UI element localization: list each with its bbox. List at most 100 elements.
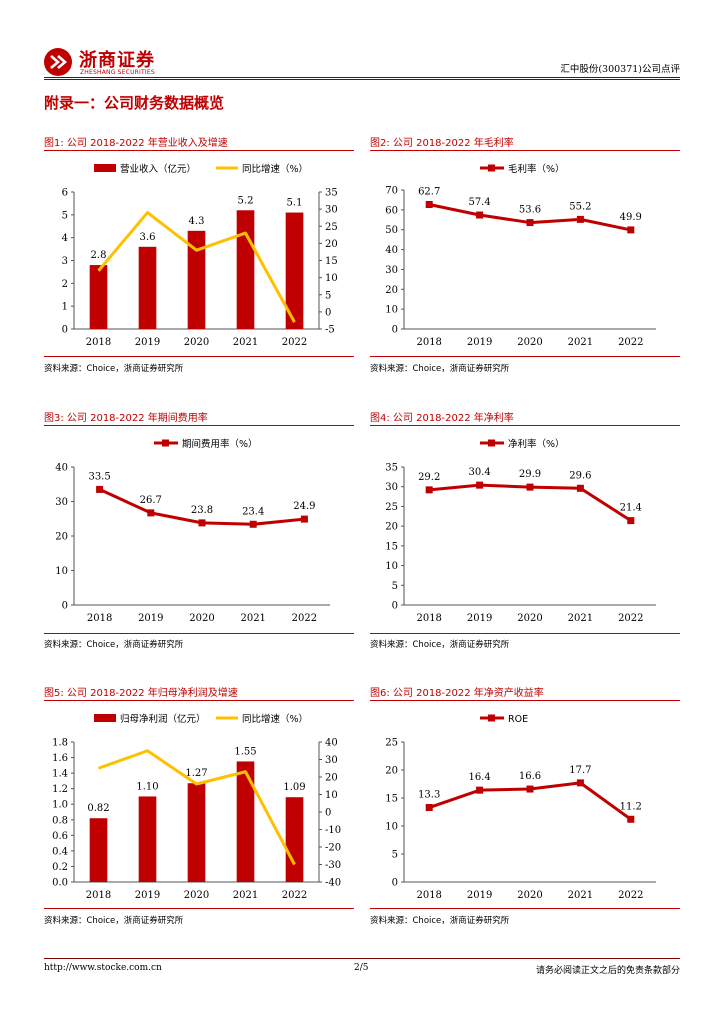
- y2-tick-label: 30: [325, 755, 338, 766]
- legend-swatch-marker: [162, 439, 169, 447]
- data-label: 23.8: [191, 505, 213, 516]
- x-tick-label: 2020: [184, 890, 209, 901]
- bar: [89, 265, 108, 329]
- x-tick-label: 2022: [282, 337, 307, 348]
- figure-4-title: 图4: 公司 2018-2022 年净利率: [370, 413, 514, 424]
- data-label: 17.7: [569, 765, 591, 776]
- y-tick-label: 1.0: [52, 800, 68, 811]
- x-tick-label: 2022: [618, 890, 643, 901]
- y-tick-label: 30: [385, 265, 398, 276]
- figure-1-rule: [44, 150, 354, 151]
- data-label: 13.3: [418, 790, 440, 801]
- data-label: 2.8: [91, 250, 107, 261]
- figure-4-rule: [370, 425, 680, 426]
- y-tick-label: 35: [385, 463, 398, 474]
- x-tick-label: 2021: [233, 890, 258, 901]
- figure-5-rule: [44, 700, 354, 701]
- marker: [249, 520, 257, 528]
- figure-5-source-rule: [44, 908, 354, 909]
- data-label: 0.82: [87, 803, 109, 814]
- y-tick-label: 0: [62, 601, 68, 612]
- y2-tick-label: 15: [325, 256, 338, 267]
- legend-label: 净利率（%）: [508, 438, 565, 450]
- x-tick-label: 2020: [517, 890, 542, 901]
- figure-2-rule: [370, 150, 680, 151]
- data-label: 29.2: [418, 472, 440, 483]
- figure-3-source-rule: [44, 633, 354, 634]
- legend-label: ROE: [508, 714, 528, 725]
- bar: [138, 246, 157, 329]
- y-tick-label: 0: [392, 601, 398, 612]
- figure-6-source: 资料来源：Choice，浙商证券研究所: [370, 916, 510, 926]
- x-tick-label: 2019: [135, 890, 160, 901]
- x-tick-label: 2022: [618, 337, 643, 348]
- y2-tick-label: -5: [325, 325, 335, 336]
- x-tick-label: 2022: [618, 613, 643, 624]
- data-label: 4.3: [189, 216, 205, 227]
- figure-6-rule: [370, 700, 680, 701]
- marker: [476, 786, 484, 794]
- y-tick-label: 1.4: [52, 769, 68, 780]
- bar: [89, 818, 108, 882]
- y-tick-label: 25: [385, 502, 398, 513]
- x-tick-label: 2021: [240, 613, 265, 624]
- marker: [627, 517, 635, 525]
- footer-url[interactable]: http://www.stocke.com.cn: [44, 963, 162, 973]
- section-title: 附录一：公司财务数据概览: [44, 94, 225, 112]
- data-label: 1.10: [136, 781, 158, 792]
- x-tick-label: 2018: [416, 613, 441, 624]
- data-label: 21.4: [620, 503, 642, 514]
- data-label: 57.4: [468, 197, 490, 208]
- marker: [526, 483, 534, 491]
- legend-swatch-bar: [94, 714, 116, 722]
- header-report-title: 汇中股份(300371)公司点评: [560, 64, 680, 75]
- marker: [526, 219, 534, 227]
- legend-label: 期间费用率（%）: [182, 438, 258, 450]
- x-tick-label: 2020: [517, 613, 542, 624]
- y-tick-label: 0.6: [52, 831, 68, 842]
- footer-page-number: 2/5: [354, 963, 369, 973]
- data-label: 29.6: [569, 470, 591, 481]
- x-tick-label: 2018: [86, 337, 111, 348]
- y-tick-label: 3: [62, 256, 68, 267]
- marker: [425, 200, 433, 208]
- y-tick-label: 5: [392, 581, 398, 592]
- bar: [285, 797, 304, 882]
- legend-swatch-marker: [488, 439, 495, 447]
- y-tick-label: 0.2: [52, 862, 68, 873]
- x-tick-label: 2020: [184, 337, 209, 348]
- data-label: 3.6: [140, 232, 156, 243]
- data-label: 53.6: [519, 205, 541, 216]
- y2-tick-label: 10: [325, 273, 338, 284]
- y2-tick-label: 35: [325, 188, 338, 199]
- y-tick-label: 1.6: [52, 753, 68, 764]
- x-tick-label: 2021: [568, 337, 593, 348]
- data-label: 23.4: [242, 506, 264, 517]
- header-divider-2: [44, 79, 680, 80]
- logo-text-cn: 浙商证券: [79, 50, 155, 71]
- y-tick-label: 10: [385, 305, 398, 316]
- y2-tick-label: 25: [325, 222, 338, 233]
- y-tick-label: 50: [385, 225, 398, 236]
- figure-6-source-rule: [370, 908, 680, 909]
- chart-expense-ratio: 0 10 20 30 40 2018 2019 2020 2021 2022 期间费用率（%） 33.…: [44, 427, 354, 631]
- logo-icon: [44, 48, 72, 76]
- y-tick-label: 0.4: [52, 846, 68, 857]
- data-label: 16.6: [519, 771, 541, 782]
- x-tick-label: 2019: [467, 890, 492, 901]
- chart-net-margin: 0 5 10 15 20 25 30 35 2018 2019 2020 2021 2022 净利率（%）…: [370, 427, 680, 631]
- x-tick-label: 2019: [135, 337, 160, 348]
- figure-1-source-rule: [44, 356, 354, 357]
- y-tick-label: 1: [62, 302, 68, 313]
- data-label: 33.5: [88, 471, 110, 482]
- y2-tick-label: 5: [325, 290, 331, 301]
- x-tick-label: 2018: [87, 613, 112, 624]
- x-tick-label: 2019: [138, 613, 163, 624]
- data-label: 1.09: [283, 782, 305, 793]
- data-label: 55.2: [569, 201, 591, 212]
- x-tick-label: 2019: [467, 337, 492, 348]
- data-label: 1.55: [234, 746, 256, 757]
- y-tick-label: 20: [385, 285, 398, 296]
- chart-net-profit: 0.0 0.2 0.4 0.6 0.8 1.0 1.2 1.4 1.6 1.8 -40 -30 -20 -…: [44, 702, 354, 906]
- y-tick-label: 15: [385, 541, 398, 552]
